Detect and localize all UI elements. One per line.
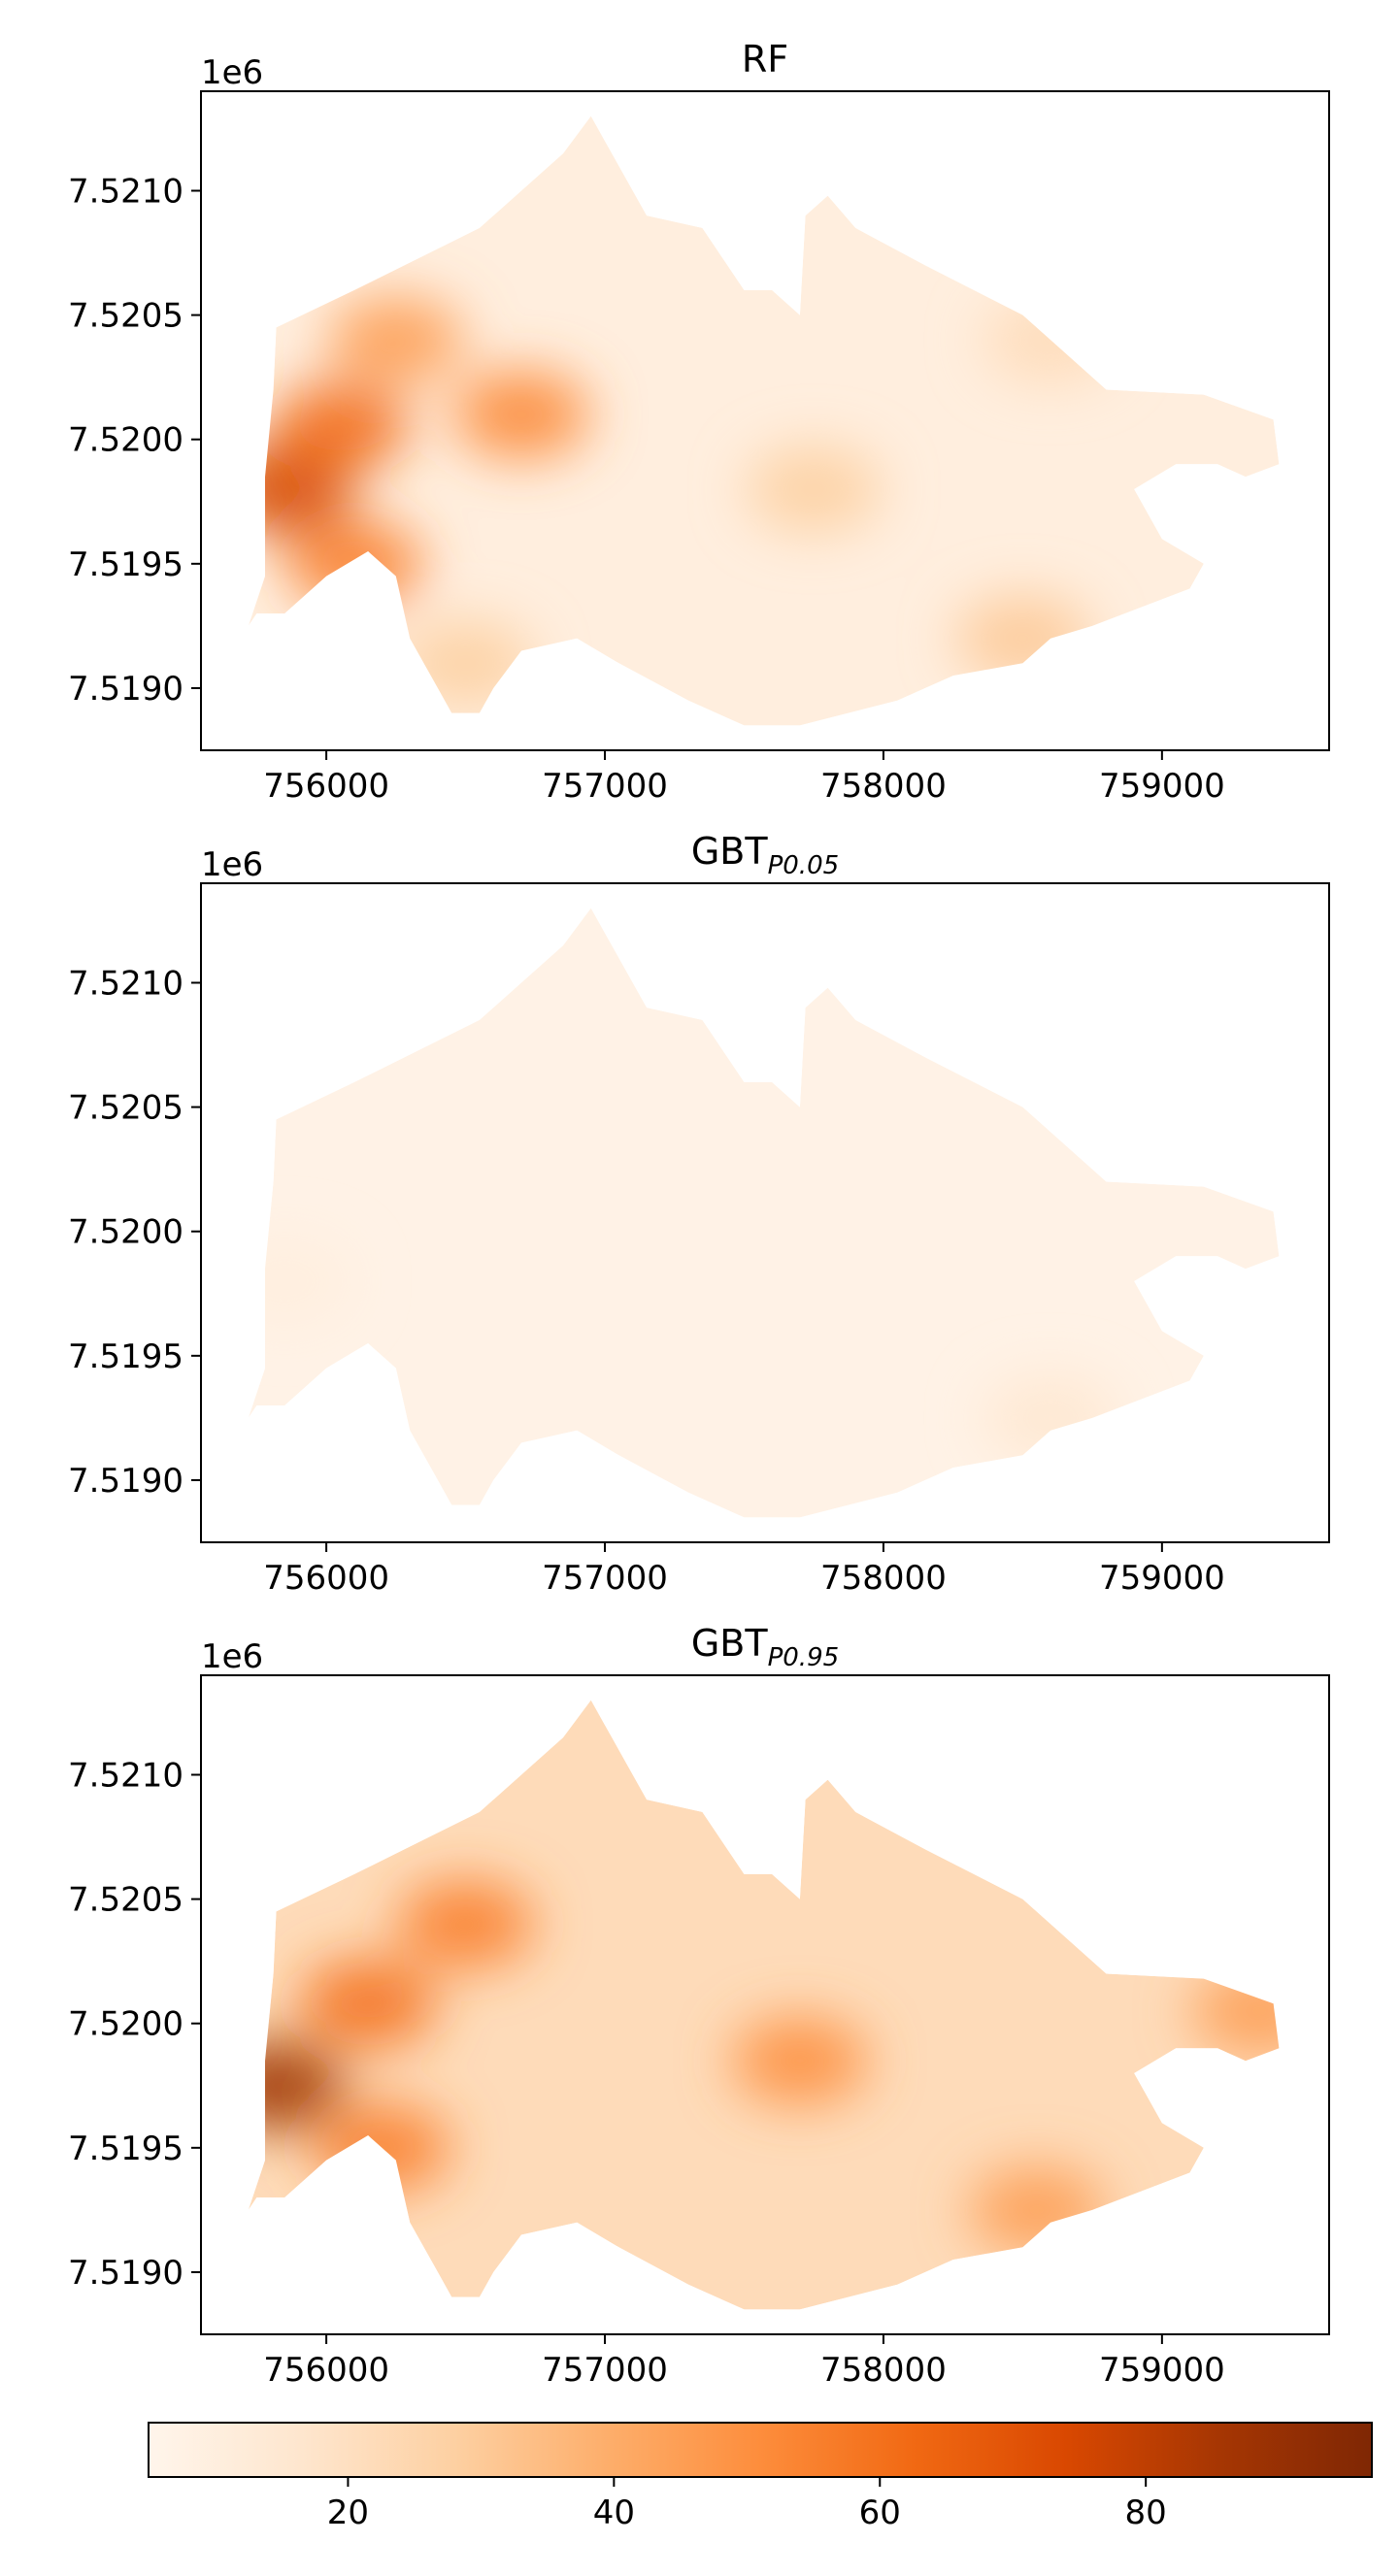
x-tick-label: 756000	[263, 1559, 389, 1598]
colorbar-tick-label: 40	[593, 2493, 635, 2532]
panel-title-subscript: P0.05	[768, 851, 840, 880]
y-tick-label: 7.5205	[68, 1089, 183, 1128]
y-tick-label: 7.5205	[68, 1881, 183, 1920]
hotspot	[983, 1373, 1119, 1462]
y-tick-label: 7.5190	[68, 1462, 183, 1501]
colorbar-tick-label: 80	[1125, 2493, 1167, 2532]
x-tick-label: 758000	[820, 2351, 947, 2390]
region-surface	[248, 1700, 1280, 2310]
y-offset-label: 1e6	[201, 53, 263, 92]
x-tick-label: 757000	[542, 2351, 668, 2390]
y-tick-label: 7.5200	[68, 2005, 183, 2044]
map-panel-2: GBTP0.05 1e6 756000 757000 758000 759000 7.521…	[68, 830, 1330, 1598]
x-tick-label: 759000	[1099, 2351, 1225, 2390]
y-tick-label: 7.5210	[68, 964, 183, 1003]
y-tick-label: 7.5200	[68, 1213, 183, 1252]
y-tick-label: 7.5190	[68, 670, 183, 709]
y-tick-label: 7.5200	[68, 421, 183, 460]
hotspot	[397, 619, 534, 708]
panel-title: GBTP0.95	[691, 1622, 839, 1672]
y-tick-label: 7.5210	[68, 172, 183, 211]
x-tick-label: 758000	[820, 1559, 947, 1598]
region-base	[248, 1700, 1280, 2310]
hotspot	[983, 296, 1119, 384]
y-tick-label: 7.5210	[68, 1756, 183, 1795]
x-tick-label: 759000	[1099, 1559, 1225, 1598]
region-base	[248, 908, 1280, 1518]
colorbar-tick-label: 20	[327, 2493, 369, 2532]
map-panel-1: RF 1e6 756000 757000 758000 759000 7.5210 7.520…	[68, 38, 1330, 806]
region-surface	[248, 116, 1280, 726]
x-tick-label: 757000	[542, 1559, 668, 1598]
hotspot	[248, 1237, 353, 1325]
hotspot	[272, 382, 409, 471]
panel-title: RF	[742, 38, 788, 81]
hotspot	[731, 2017, 868, 2105]
axes-frame	[200, 882, 1330, 1543]
x-tick-label: 756000	[263, 767, 389, 806]
x-tick-label: 758000	[820, 767, 947, 806]
x-tick-label: 756000	[263, 2351, 389, 2390]
hotspot	[285, 519, 422, 608]
y-offset-label: 1e6	[201, 845, 263, 884]
hotspot	[397, 1880, 534, 1968]
region-base	[248, 116, 1280, 726]
y-tick-label: 7.5195	[68, 2130, 183, 2168]
hotspot	[1191, 1966, 1280, 2055]
y-offset-label: 1e6	[201, 1637, 263, 1676]
panel-title-subscript: P0.95	[768, 1643, 840, 1672]
hotspot	[300, 1960, 437, 2048]
axes-frame	[200, 90, 1330, 751]
hotspot	[314, 2103, 450, 2192]
axes-frame	[200, 1674, 1330, 2335]
y-tick-label: 7.5205	[68, 297, 183, 336]
hotspot	[452, 371, 589, 459]
hotspot	[968, 2165, 1105, 2254]
colorbar: 20 40 60 80	[148, 2422, 1373, 2532]
panel-title: GBTP0.05	[691, 830, 839, 880]
hotspot	[746, 445, 883, 533]
colorbar-tick-label: 60	[859, 2493, 901, 2532]
hotspot	[327, 296, 464, 384]
y-tick-label: 7.5190	[68, 2254, 183, 2293]
x-tick-label: 757000	[542, 767, 668, 806]
colorbar-gradient	[148, 2422, 1373, 2478]
hotspot	[248, 2041, 345, 2130]
map-panel-3: GBTP0.95 1e6 756000 757000 758000 759000 7.521…	[68, 1622, 1330, 2390]
y-tick-label: 7.5195	[68, 1338, 183, 1376]
y-tick-label: 7.5195	[68, 545, 183, 584]
region-surface	[248, 908, 1280, 1518]
hotspot	[954, 594, 1091, 682]
x-tick-label: 759000	[1099, 767, 1225, 806]
